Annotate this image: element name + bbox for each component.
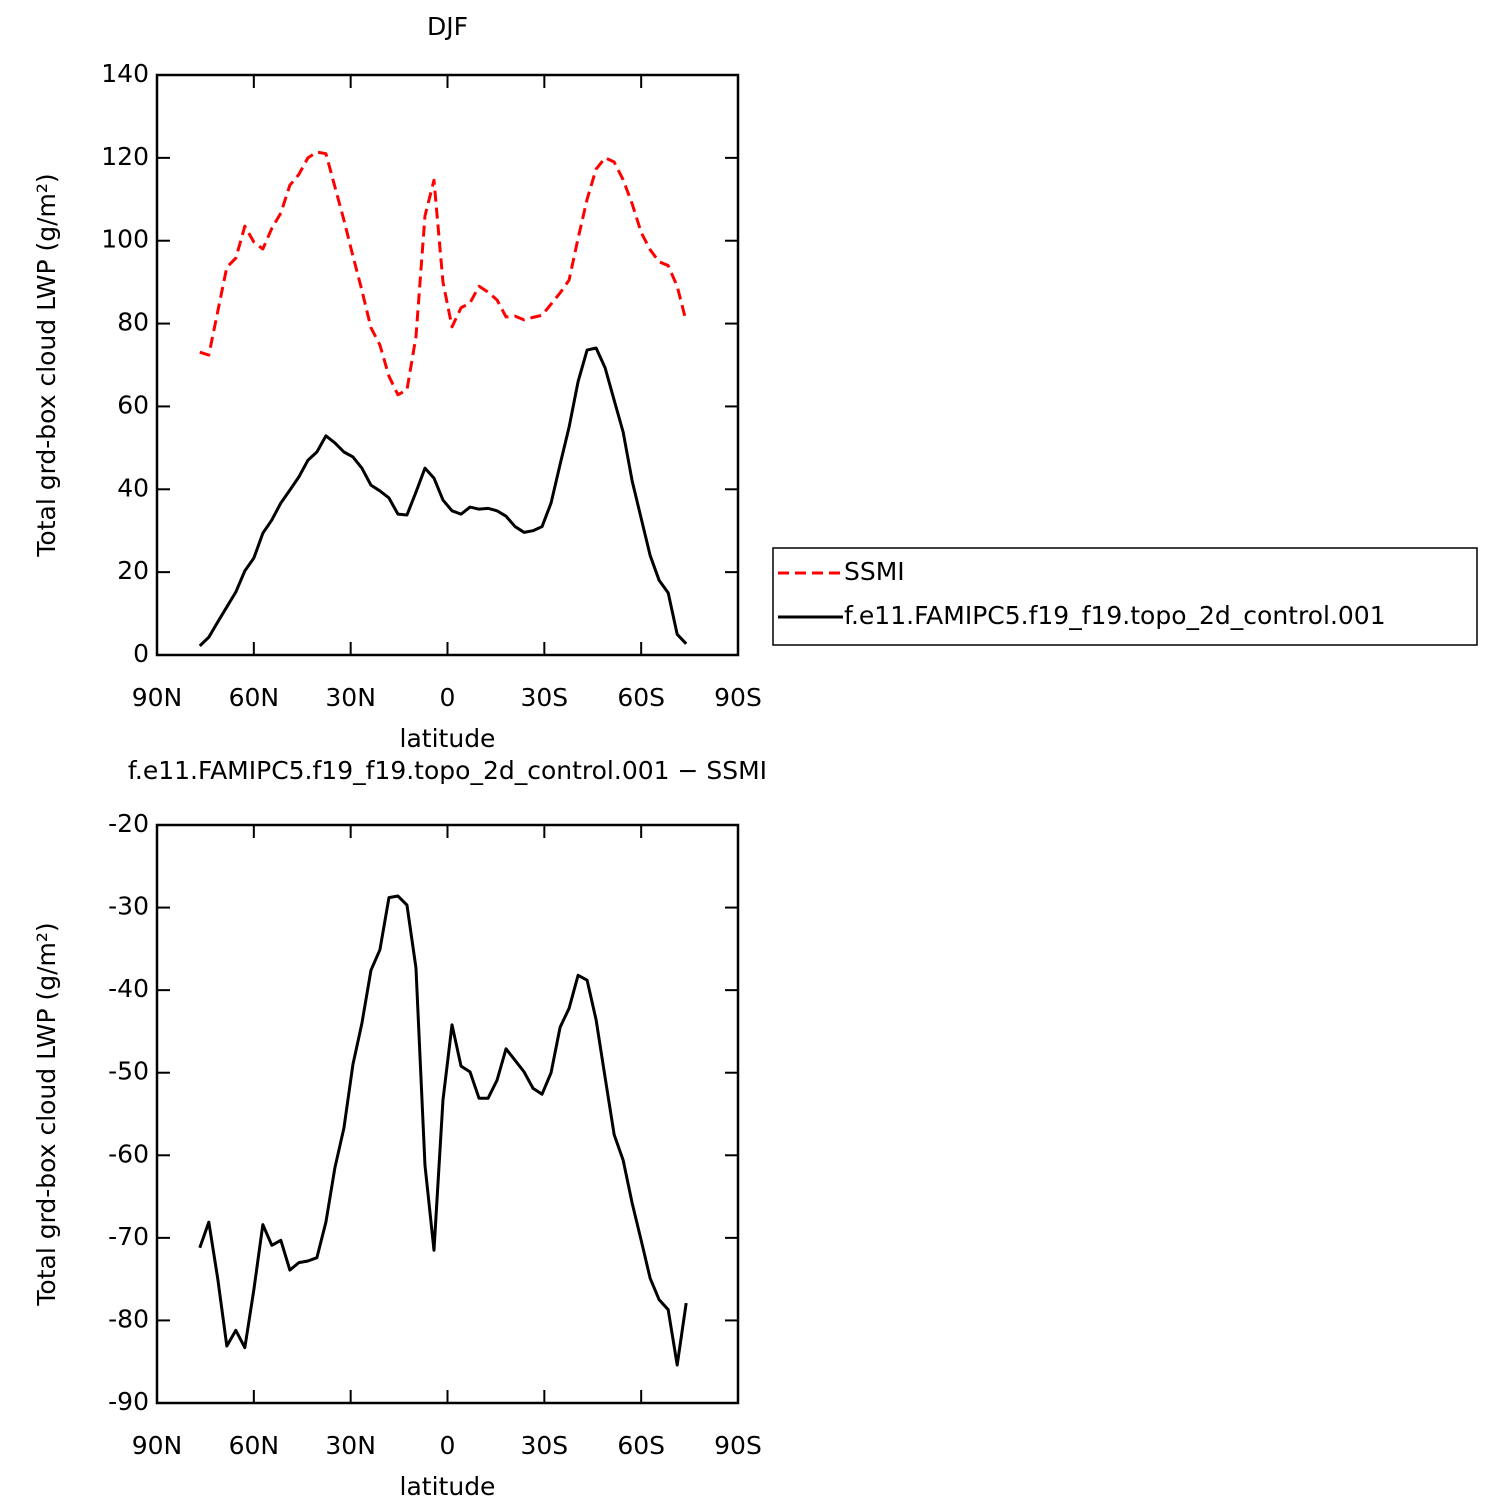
data-line bbox=[198, 346, 688, 647]
x-axis-label: latitude bbox=[400, 1472, 496, 1501]
x-tick-label: 0 bbox=[440, 1431, 456, 1460]
y-tick-label: 0 bbox=[133, 639, 149, 668]
data-line bbox=[199, 150, 688, 397]
chart-title: f.e11.FAMIPC5.f19_f19.topo_2d_control.00… bbox=[128, 756, 767, 785]
y-tick-label: -20 bbox=[108, 809, 149, 838]
y-axis-label: Total grd-box cloud LWP (g/m²) bbox=[32, 173, 61, 557]
legend-label: SSMI bbox=[844, 557, 905, 586]
x-tick-label: 60N bbox=[229, 1431, 280, 1460]
y-axis-label: Total grd-box cloud LWP (g/m²) bbox=[32, 922, 61, 1306]
x-tick-label: 90S bbox=[714, 683, 762, 712]
y-tick-label: 120 bbox=[101, 142, 149, 171]
x-tick-label: 90N bbox=[132, 1431, 183, 1460]
y-tick-label: -50 bbox=[108, 1057, 149, 1086]
x-tick-label: 90S bbox=[714, 1431, 762, 1460]
y-tick-label: 20 bbox=[117, 556, 149, 585]
y-tick-label: 80 bbox=[117, 308, 149, 337]
legend-box bbox=[772, 547, 1478, 646]
y-tick-label: 60 bbox=[117, 390, 149, 419]
x-tick-label: 30S bbox=[520, 683, 568, 712]
x-tick-label: 90N bbox=[132, 683, 183, 712]
x-tick-label: 60S bbox=[617, 683, 665, 712]
y-tick-label: -70 bbox=[108, 1222, 149, 1251]
y-tick-label: -80 bbox=[108, 1304, 149, 1333]
y-tick-label: 140 bbox=[101, 59, 149, 88]
y-tick-label: -60 bbox=[108, 1139, 149, 1168]
y-tick-label: -90 bbox=[108, 1387, 149, 1416]
chart-title: DJF bbox=[427, 12, 468, 41]
y-tick-label: -30 bbox=[108, 892, 149, 921]
plot-frame bbox=[155, 823, 740, 1405]
plot-frame bbox=[155, 73, 740, 657]
legend-label: f.e11.FAMIPC5.f19_f19.topo_2d_control.00… bbox=[844, 601, 1386, 630]
data-line bbox=[198, 894, 688, 1367]
x-tick-label: 30N bbox=[325, 683, 376, 712]
x-tick-label: 0 bbox=[440, 683, 456, 712]
x-axis-label: latitude bbox=[400, 724, 496, 753]
x-tick-label: 60S bbox=[617, 1431, 665, 1460]
x-tick-label: 30N bbox=[325, 1431, 376, 1460]
y-tick-label: 100 bbox=[101, 225, 149, 254]
x-tick-label: 30S bbox=[520, 1431, 568, 1460]
y-tick-label: 40 bbox=[117, 473, 149, 502]
x-tick-label: 60N bbox=[229, 683, 280, 712]
y-tick-label: -40 bbox=[108, 974, 149, 1003]
